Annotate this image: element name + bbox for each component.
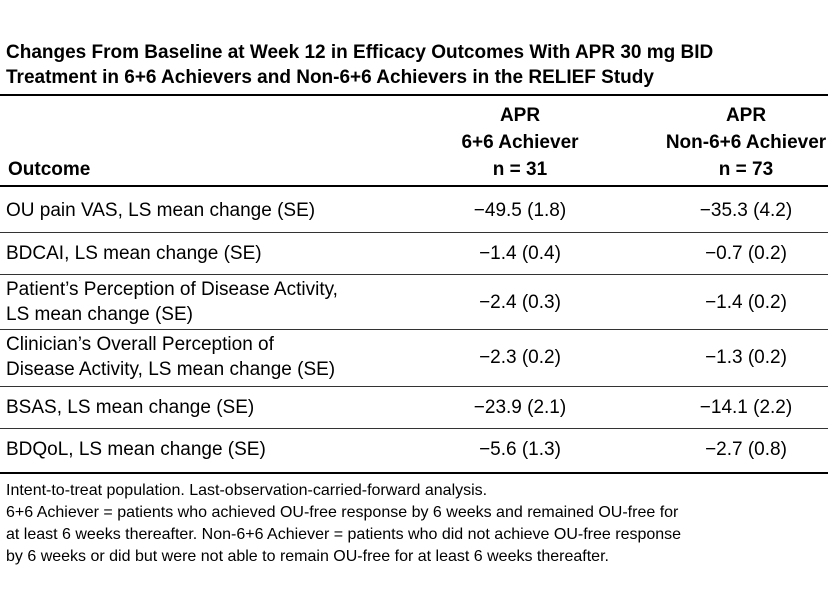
header-col1-line1: APR — [499, 105, 541, 126]
row-4-outcome-line-1: Clinician’s Overall Perception of — [6, 334, 274, 355]
header-bottom-rule — [0, 185, 828, 187]
row-4-outcome-line-2: Disease Activity, LS mean change (SE) — [6, 359, 336, 380]
row-1-value-6-6: −49.5 (1.8) — [473, 200, 567, 221]
header-col-6-6-achiever: APR 6+6 Achiever n = 31 — [420, 102, 620, 183]
footnote-line-4: by 6 weeks or did but were not able to r… — [6, 548, 609, 565]
header-col1-line3: n = 31 — [492, 159, 548, 180]
title-line-1: Changes From Baseline at Week 12 in Effi… — [6, 42, 714, 63]
table-top-rule — [0, 94, 828, 96]
row-1-value-non-6-6: −35.3 (4.2) — [699, 200, 793, 221]
row-divider — [0, 428, 828, 429]
row-3-value-6-6: −2.4 (0.3) — [479, 292, 561, 313]
table-footnote: Intent-to-treat population. Last-observa… — [6, 480, 826, 568]
footnote-line-2: 6+6 Achiever = patients who achieved OU-… — [6, 504, 679, 521]
row-divider — [0, 329, 828, 330]
header-outcome: Outcome — [8, 159, 91, 180]
row-divider — [0, 232, 828, 233]
row-3-outcome-line-2: LS mean change (SE) — [6, 304, 193, 325]
row-4-value-non-6-6: −1.3 (0.2) — [705, 347, 787, 368]
title-line-2: Treatment in 6+6 Achievers and Non-6+6 A… — [6, 67, 654, 88]
header-col-non-6-6-achiever: APR Non-6+6 Achiever n = 73 — [646, 102, 828, 183]
row-6-value-non-6-6: −2.7 (0.8) — [705, 439, 787, 460]
row-6-value-6-6: −5.6 (1.3) — [479, 439, 561, 460]
row-2-value-non-6-6: −0.7 (0.2) — [705, 243, 787, 264]
row-6-outcome: BDQoL, LS mean change (SE) — [6, 439, 266, 460]
footnote-line-3: at least 6 weeks thereafter. Non-6+6 Ach… — [6, 526, 682, 543]
row-divider — [0, 386, 828, 387]
row-2-value-6-6: −1.4 (0.4) — [479, 243, 561, 264]
row-5-outcome: BSAS, LS mean change (SE) — [6, 397, 255, 418]
table-title: Changes From Baseline at Week 12 in Effi… — [6, 40, 828, 90]
header-col2-line2: Non-6+6 Achiever — [665, 132, 827, 153]
header-col2-line1: APR — [725, 105, 767, 126]
row-1-outcome: OU pain VAS, LS mean change (SE) — [6, 200, 316, 221]
row-5-value-non-6-6: −14.1 (2.2) — [699, 397, 793, 418]
footnote-line-1: Intent-to-treat population. Last-observa… — [6, 482, 488, 499]
header-col1-line2: 6+6 Achiever — [461, 132, 579, 153]
header-col2-line3: n = 73 — [718, 159, 774, 180]
row-2-outcome: BDCAI, LS mean change (SE) — [6, 243, 262, 264]
row-divider — [0, 274, 828, 275]
row-3-value-non-6-6: −1.4 (0.2) — [705, 292, 787, 313]
row-4-outcome: Clinician’s Overall Perception of Diseas… — [6, 332, 335, 382]
row-4-value-6-6: −2.3 (0.2) — [479, 347, 561, 368]
row-3-outcome: Patient’s Perception of Disease Activity… — [6, 277, 338, 327]
table-bottom-rule — [0, 472, 828, 474]
row-5-value-6-6: −23.9 (2.1) — [473, 397, 567, 418]
row-3-outcome-line-1: Patient’s Perception of Disease Activity… — [6, 279, 338, 300]
